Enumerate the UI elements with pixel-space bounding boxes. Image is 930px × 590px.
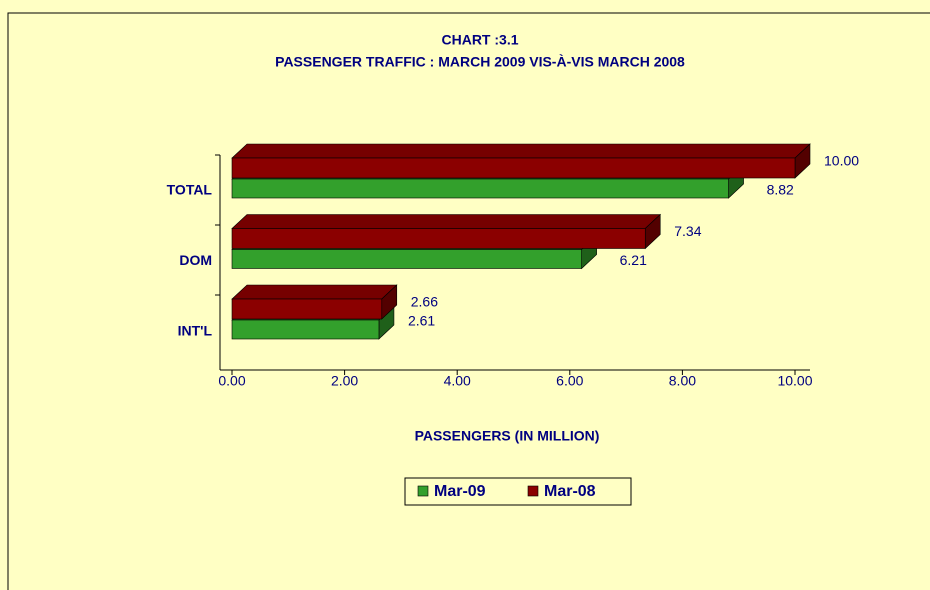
value-label: 2.66 [411,294,438,310]
legend-label: Mar-09 [434,483,486,500]
bar [231,228,646,249]
y-tick-label: TOTAL [167,182,213,198]
legend-label: Mar-08 [544,483,596,500]
y-tick-label: DOM [179,252,212,268]
bar [231,319,380,340]
y-tick-label: INT'L [178,323,213,339]
value-label: 6.21 [620,252,647,268]
bar [231,178,729,199]
x-tick-label: 6.00 [556,373,583,389]
bar [231,249,582,269]
chart-title: CHART :3.1 [441,32,518,48]
x-tick-label: 10.00 [777,373,812,389]
legend [404,477,632,506]
x-tick-label: 0.00 [218,373,245,389]
x-tick-label: 8.00 [669,373,696,389]
x-tick-label: 2.00 [331,373,358,389]
bar-top [231,284,398,300]
bar [231,298,383,320]
x-axis-title: PASSENGERS (IN MILLION) [415,428,600,444]
value-label: 7.34 [674,223,701,239]
bar [231,157,796,179]
legend-swatch [417,485,429,497]
value-label: 2.61 [408,313,435,329]
bar-top [231,214,662,229]
bar-top [231,143,811,159]
legend-swatch [527,485,539,497]
chart-subtitle: PASSENGER TRAFFIC : MARCH 2009 VIS-À-VIS… [275,54,685,70]
value-label: 8.82 [767,182,794,198]
frame [7,12,930,590]
x-tick-label: 4.00 [444,373,471,389]
value-label: 10.00 [824,153,859,169]
